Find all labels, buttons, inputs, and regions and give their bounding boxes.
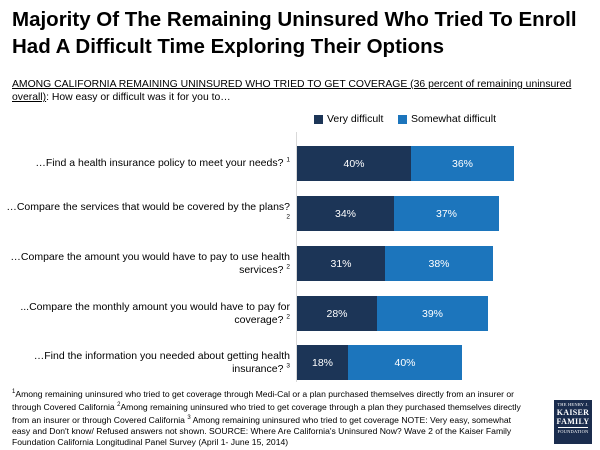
logo-bottom-text: FOUNDATION [557, 429, 589, 434]
footnote-sup-3: 3 [187, 414, 191, 421]
category-footnote-marker: 1 [286, 156, 290, 164]
logo-line-2: FAMILY [556, 417, 590, 426]
category-label-text: …Find a health insurance policy to meet … [35, 157, 284, 169]
category-footnote-marker: 2 [286, 213, 290, 220]
bar-somewhat-difficult: 37% [394, 196, 499, 231]
legend-label-somewhat-difficult: Somewhat difficult [411, 113, 497, 125]
data-label: 39% [421, 307, 443, 320]
logo-rule [558, 427, 588, 428]
category-label: …Compare the amount you would have to pa… [0, 251, 290, 277]
category-footnote-marker: 2 [286, 263, 290, 270]
legend-item-somewhat-difficult: Somewhat difficult [398, 113, 496, 125]
bar-somewhat-difficult: 39% [377, 296, 488, 331]
category-label: …Compare the services that would be cove… [0, 201, 290, 227]
footnote-text-3: Among remaining uninsured who tried to g… [12, 414, 512, 447]
footnote-sup-1: 1 [12, 389, 16, 395]
data-label: 28% [326, 307, 348, 320]
category-label: …Find the information you needed about g… [0, 350, 290, 376]
chart-title: Majority Of The Remaining Uninsured Who … [12, 8, 577, 58]
data-label: 37% [435, 207, 457, 220]
logo-top-text: THE HENRY J. [557, 402, 589, 407]
category-footnote-marker: 3 [286, 362, 290, 369]
category-label-text: ...Compare the monthly amount you would … [20, 300, 290, 326]
category-label-text: …Compare the services that would be cove… [6, 200, 290, 213]
legend-label-very-difficult: Very difficult [327, 113, 384, 125]
category-label-text: …Find the information you needed about g… [33, 349, 290, 375]
category-label: …Find a health insurance policy to meet … [0, 157, 290, 170]
footnote-text-2: Among remaining uninsured who tried to g… [12, 401, 521, 425]
bar-very-difficult: 18% [297, 345, 348, 380]
data-label: 40% [394, 356, 416, 369]
bar-somewhat-difficult: 38% [385, 246, 493, 281]
category-footnote-marker: 2 [286, 313, 290, 320]
logo-line-1: KAISER [556, 408, 590, 417]
legend-swatch-very-difficult [314, 114, 323, 124]
data-label: 36% [451, 157, 473, 170]
chart-subtitle: AMONG CALIFORNIA REMAINING UNINSURED WHO… [12, 78, 592, 104]
bar-very-difficult: 31% [297, 246, 385, 281]
category-label: ...Compare the monthly amount you would … [0, 301, 290, 327]
kaiser-family-foundation-logo: THE HENRY J. KAISER FAMILY FOUNDATION [554, 400, 592, 444]
footnote-sup-2: 2 [117, 401, 121, 408]
category-label-text: …Compare the amount you would have to pa… [10, 250, 290, 276]
bar-somewhat-difficult: 36% [411, 146, 514, 181]
footnote-text-1: Among remaining uninsured who tried to g… [12, 388, 515, 412]
subtitle-question: : How easy or difficult was it for you t… [46, 92, 231, 103]
data-label: 31% [330, 257, 352, 270]
subtitle-underlined: AMONG CALIFORNIA REMAINING UNINSURED WHO… [12, 79, 572, 103]
data-label: 38% [428, 257, 450, 270]
data-label: 18% [311, 356, 333, 369]
legend-swatch-somewhat-difficult [398, 114, 407, 124]
footnote: 1Among remaining uninsured who tried to … [12, 387, 522, 448]
y-axis-line [296, 132, 297, 382]
data-label: 40% [343, 157, 365, 170]
bar-very-difficult: 40% [297, 146, 411, 181]
bar-somewhat-difficult: 40% [348, 345, 462, 380]
legend-item-very-difficult: Very difficult [314, 113, 383, 125]
data-label: 34% [334, 207, 356, 220]
bar-very-difficult: 28% [297, 296, 377, 331]
bar-very-difficult: 34% [297, 196, 394, 231]
